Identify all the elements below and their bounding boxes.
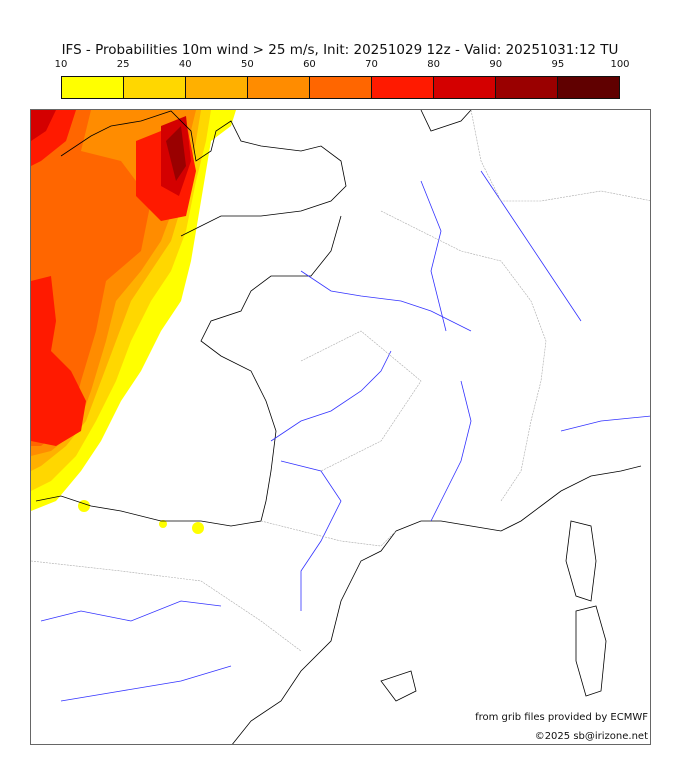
colorbar-segment <box>62 77 124 98</box>
colorbar-segment <box>310 77 372 98</box>
colorbar-tick: 25 <box>116 59 130 70</box>
colorbar-segment <box>372 77 434 98</box>
borders <box>30 109 653 652</box>
colorbar-segment <box>496 77 558 98</box>
prob-80b <box>31 110 56 141</box>
colorbar-tick: 10 <box>54 59 68 70</box>
probability-map <box>30 109 653 747</box>
prob-90 <box>166 126 186 181</box>
colorbar-segment <box>248 77 310 98</box>
colorbar-segment <box>558 77 619 98</box>
copyright: ©2025 sb@irizone.net <box>534 731 648 742</box>
colorbar-tick: 50 <box>240 59 254 70</box>
colorbar-segment <box>186 77 248 98</box>
rivers <box>40 170 652 702</box>
map-title: IFS - Probabilities 10m wind > 25 m/s, I… <box>61 42 619 58</box>
colorbar-segment <box>124 77 186 98</box>
prob-70b <box>31 276 86 446</box>
colorbar-segment <box>434 77 496 98</box>
colorbar-tick: 60 <box>303 59 316 70</box>
probability-fill <box>31 110 236 534</box>
colorbar-tick: 95 <box>551 59 565 70</box>
colorbar-tick: 90 <box>489 59 503 70</box>
colorbar-tick: 80 <box>427 59 441 70</box>
colorbar-tick: 100 <box>610 59 630 70</box>
colorbar-tick: 70 <box>365 59 378 70</box>
coastlines <box>35 109 642 747</box>
source-credit: from grib files provided by ECMWF <box>475 712 648 723</box>
colorbar <box>61 76 620 99</box>
colorbar-tick: 40 <box>178 59 192 70</box>
